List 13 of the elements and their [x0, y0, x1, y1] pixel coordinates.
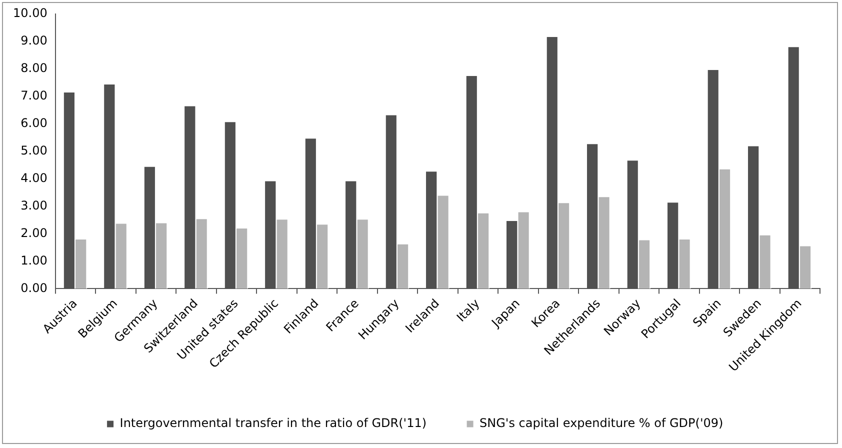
- y-tick-label: 10.00: [12, 6, 48, 20]
- y-tick-label: 1.00: [20, 253, 48, 268]
- y-tick-label: 9.00: [20, 34, 48, 48]
- legend-label: SNG's capital expenditure % of GDP('09): [480, 416, 724, 430]
- y-tick-label: 8.00: [20, 61, 48, 76]
- legend-label: Intergovernmental transfer in the ratio of GDR('11): [120, 416, 427, 430]
- y-tick-label: 7.00: [20, 88, 48, 103]
- y-tick-label: 2.00: [20, 226, 48, 240]
- y-tick-label: 0.00: [20, 280, 48, 295]
- y-tick-label: 4.00: [20, 170, 48, 185]
- y-tick-label: 3.00: [20, 198, 48, 212]
- y-tick-label: 6.00: [20, 116, 48, 130]
- y-tick-label: 5.00: [20, 143, 48, 158]
